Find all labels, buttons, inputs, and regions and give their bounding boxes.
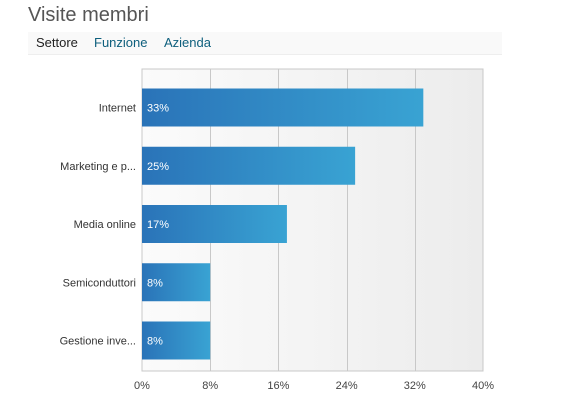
tab-funzione[interactable]: Funzione	[94, 35, 148, 50]
bar	[142, 205, 287, 243]
tab-azienda[interactable]: Azienda	[164, 35, 211, 50]
x-tick-label: 0%	[134, 380, 150, 392]
y-category-label: Semiconduttori	[63, 277, 136, 289]
x-tick-label: 40%	[472, 380, 494, 392]
bar-value-label: 25%	[147, 161, 169, 173]
bar-value-label: 33%	[147, 103, 169, 115]
tab-settore[interactable]: Settore	[36, 35, 78, 50]
x-tick-label: 8%	[202, 380, 218, 392]
bar	[142, 146, 356, 185]
x-tick-label: 16%	[267, 380, 289, 392]
bar	[142, 321, 211, 360]
page-title: Visite membri	[28, 4, 149, 26]
x-tick-label: 24%	[336, 380, 358, 392]
bar-value-label: 8%	[147, 336, 163, 348]
y-category-label: Internet	[99, 103, 136, 115]
bar	[142, 263, 211, 302]
bar-value-label: 8%	[147, 277, 163, 289]
x-tick-label: 32%	[404, 380, 426, 392]
bar-value-label: 17%	[147, 219, 169, 231]
y-category-label: Gestione inve...	[60, 336, 136, 348]
y-category-label: Marketing e p...	[60, 161, 136, 173]
y-category-label: Media online	[74, 219, 136, 231]
segment-tabs: Settore Funzione Azienda	[28, 32, 502, 55]
bar	[142, 88, 424, 127]
